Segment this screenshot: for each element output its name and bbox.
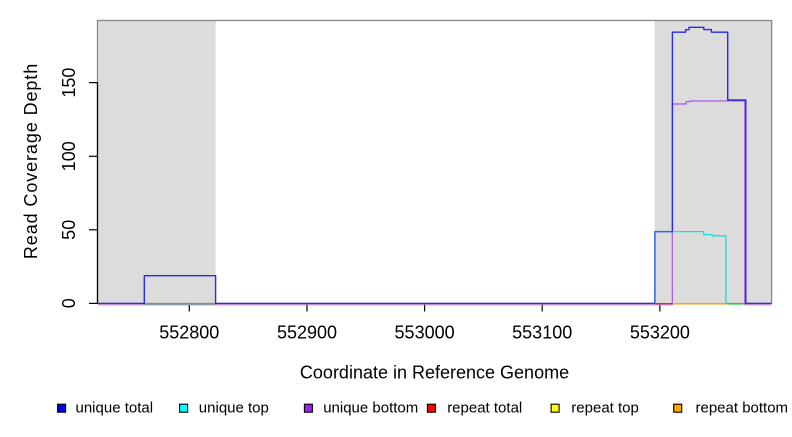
svg-text:unique top: unique top bbox=[199, 399, 269, 416]
svg-text:Read Coverage Depth: Read Coverage Depth bbox=[21, 63, 41, 259]
svg-text:repeat bottom: repeat bottom bbox=[696, 399, 789, 416]
svg-text:553100: 553100 bbox=[512, 323, 572, 343]
svg-text:100: 100 bbox=[59, 141, 79, 171]
svg-text:50: 50 bbox=[59, 220, 79, 240]
svg-text:552800: 552800 bbox=[159, 323, 219, 343]
svg-text:repeat total: repeat total bbox=[447, 399, 522, 416]
svg-text:repeat top: repeat top bbox=[571, 399, 639, 416]
svg-text:552900: 552900 bbox=[277, 323, 337, 343]
svg-text:unique bottom: unique bottom bbox=[323, 399, 418, 416]
svg-text:unique total: unique total bbox=[76, 399, 154, 416]
svg-text:553200: 553200 bbox=[630, 323, 690, 343]
svg-text:Coordinate in Reference Genome: Coordinate in Reference Genome bbox=[300, 362, 569, 382]
svg-text:0: 0 bbox=[59, 298, 79, 308]
svg-text:150: 150 bbox=[59, 68, 79, 98]
svg-text:553000: 553000 bbox=[395, 323, 455, 343]
